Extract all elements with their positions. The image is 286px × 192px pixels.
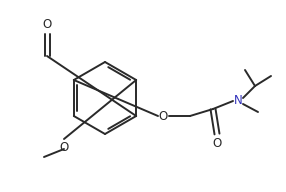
Text: O: O	[212, 137, 222, 150]
Text: N: N	[234, 94, 242, 108]
Text: O: O	[59, 141, 69, 154]
Text: O: O	[42, 18, 52, 31]
Text: O: O	[158, 109, 168, 122]
